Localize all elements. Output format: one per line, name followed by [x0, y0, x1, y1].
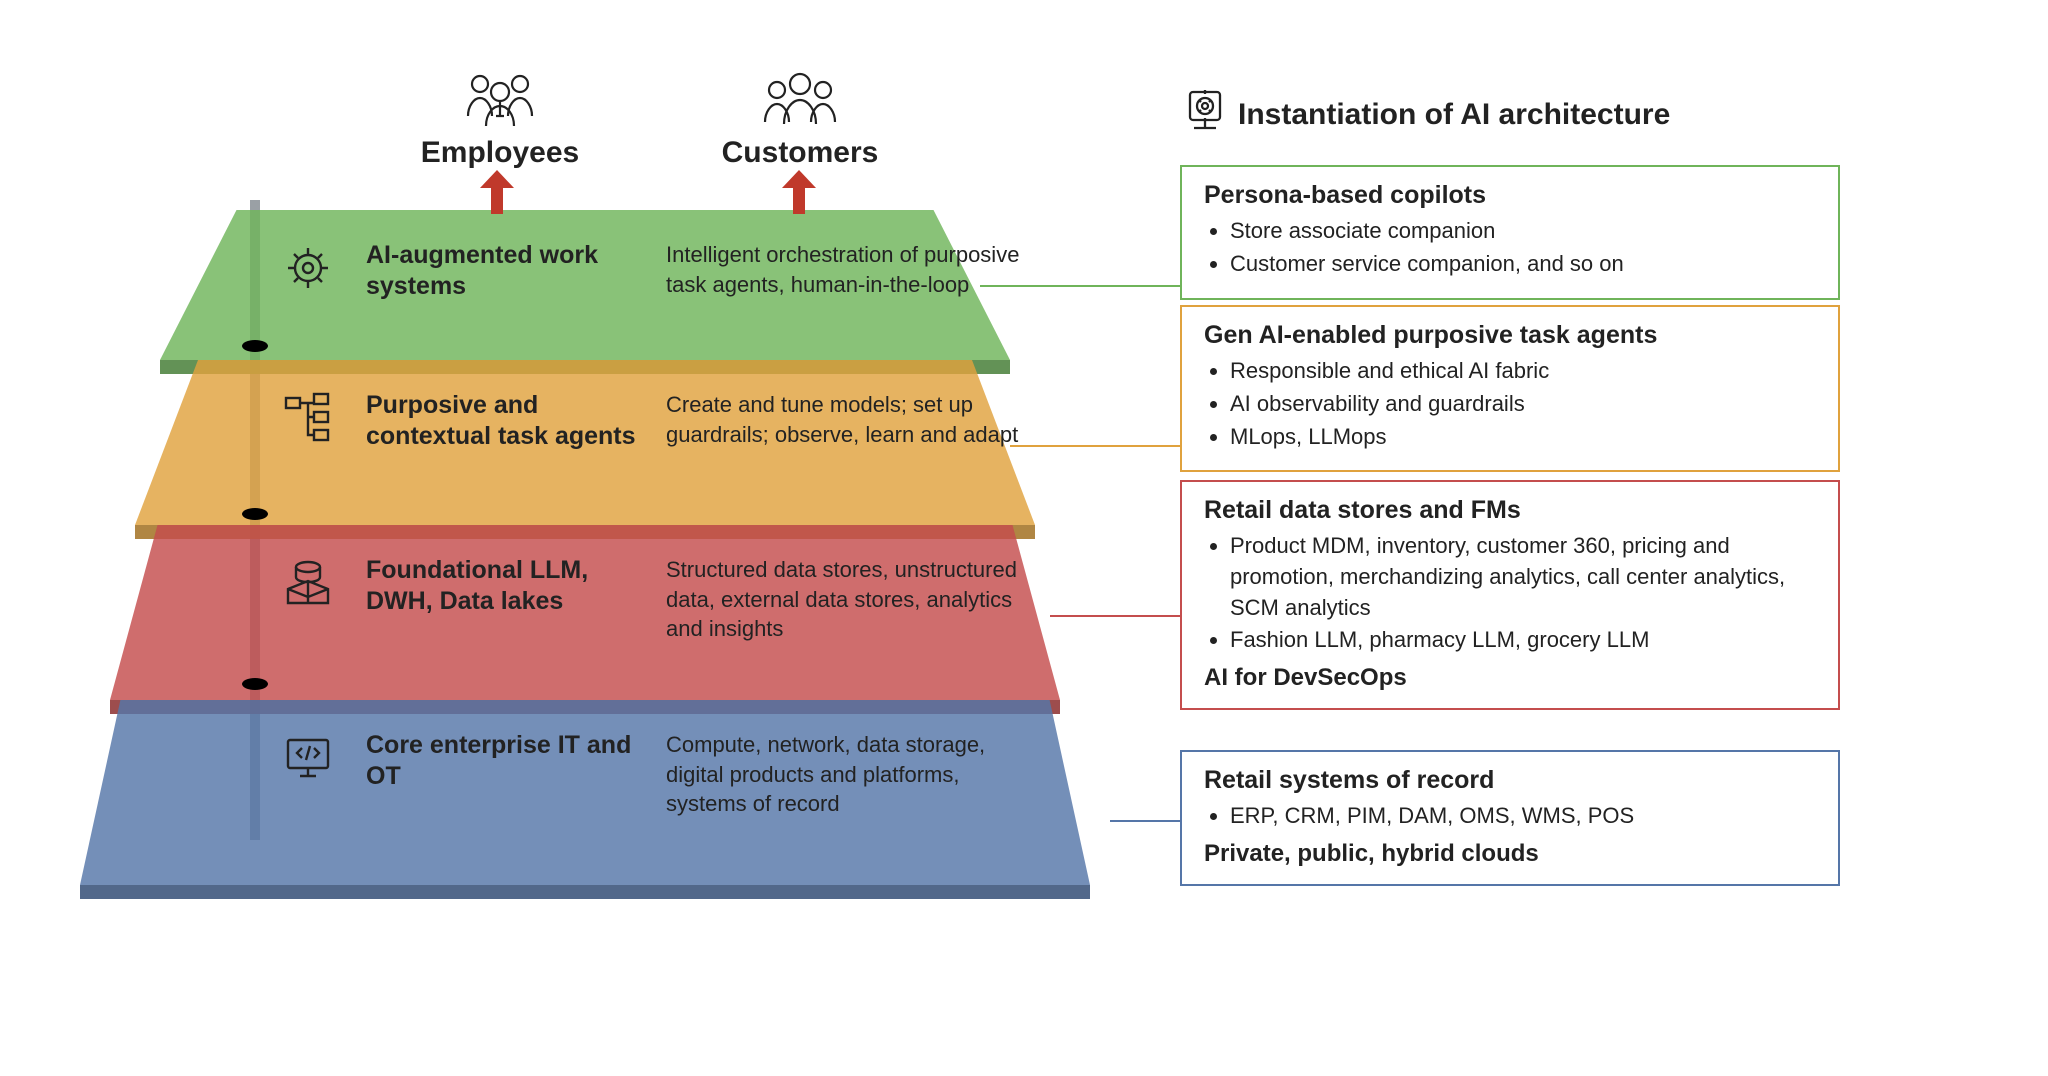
rbox-bullet: Fashion LLM, pharmacy LLM, grocery LLM [1230, 625, 1816, 656]
instantiation-box-data: Retail data stores and FMs Product MDM, … [1180, 480, 1840, 710]
rbox-bullet: Store associate companion [1230, 216, 1816, 247]
arrow-up-icon [480, 170, 514, 214]
layer-title: AI-augmented work systems [366, 240, 636, 303]
rbox-heading: Retail data stores and FMs [1204, 496, 1816, 525]
rbox-heading: Retail systems of record [1204, 766, 1816, 795]
rbox-bullet: AI observability and guardrails [1230, 389, 1816, 420]
ai-chip-icon [1180, 84, 1230, 134]
rbox-footer: AI for DevSecOps [1204, 664, 1816, 692]
employees-label: Employees [421, 136, 579, 169]
right-panel-title: Instantiation of AI architecture [1238, 98, 1840, 132]
layer-title: Purposive and contextual task agents [366, 390, 636, 453]
pole-knob [242, 508, 268, 520]
rbox-heading: Gen AI-enabled purposive task agents [1204, 321, 1816, 350]
instantiation-box-copilots: Persona-based copilots Store associate c… [1180, 165, 1840, 300]
rbox-bullet: MLops, LLMops [1230, 422, 1816, 453]
layer-desc: Structured data stores, unstructured dat… [666, 555, 1040, 644]
layer-task-agents: Purposive and contextual task agents Cre… [135, 360, 1035, 525]
people-icon [755, 70, 845, 130]
instantiation-box-record: Retail systems of record ERP, CRM, PIM, … [1180, 750, 1840, 886]
connector-line [1110, 820, 1180, 822]
connector-line [1050, 615, 1180, 617]
rbox-bullet: Product MDM, inventory, customer 360, pr… [1230, 531, 1816, 623]
code-monitor-icon [280, 730, 336, 819]
pole-knob [242, 678, 268, 690]
rbox-bullet: ERP, CRM, PIM, DAM, OMS, WMS, POS [1230, 801, 1816, 832]
rbox-bullet: Customer service companion, and so on [1230, 249, 1816, 280]
right-panel: Instantiation of AI architecture Persona… [1180, 70, 1840, 132]
arrow-up-icon [782, 170, 816, 214]
audience-customers: Customers [700, 70, 900, 170]
layer-desc: Create and tune models; set up guardrail… [666, 390, 1040, 453]
audience-employees: Employees [400, 70, 600, 170]
layer-desc: Intelligent orchestration of purposive t… [666, 240, 1040, 303]
customers-label: Customers [722, 136, 879, 169]
layer-foundational: Foundational LLM, DWH, Data lakes Struct… [110, 525, 1060, 700]
pole-knob [242, 340, 268, 352]
rbox-footer: Private, public, hybrid clouds [1204, 840, 1816, 868]
layer-title: Core enterprise IT and OT [366, 730, 636, 819]
diagram-stage: Employees Customers AI [180, 70, 1860, 1000]
layer-ai-augmented: AI-augmented work systems Intelligent or… [160, 210, 1010, 360]
hierarchy-icon [280, 390, 336, 453]
layer-title: Foundational LLM, DWH, Data lakes [366, 555, 636, 644]
people-icon [455, 70, 545, 130]
layer-desc: Compute, network, data storage, digital … [666, 730, 1040, 819]
rbox-bullet: Responsible and ethical AI fabric [1230, 356, 1816, 387]
instantiation-box-agents: Gen AI-enabled purposive task agents Res… [1180, 305, 1840, 472]
layer-core-it: Core enterprise IT and OT Compute, netwo… [80, 700, 1090, 885]
brain-gear-icon [280, 240, 336, 303]
rbox-heading: Persona-based copilots [1204, 181, 1816, 210]
data-stack-icon [280, 555, 336, 644]
